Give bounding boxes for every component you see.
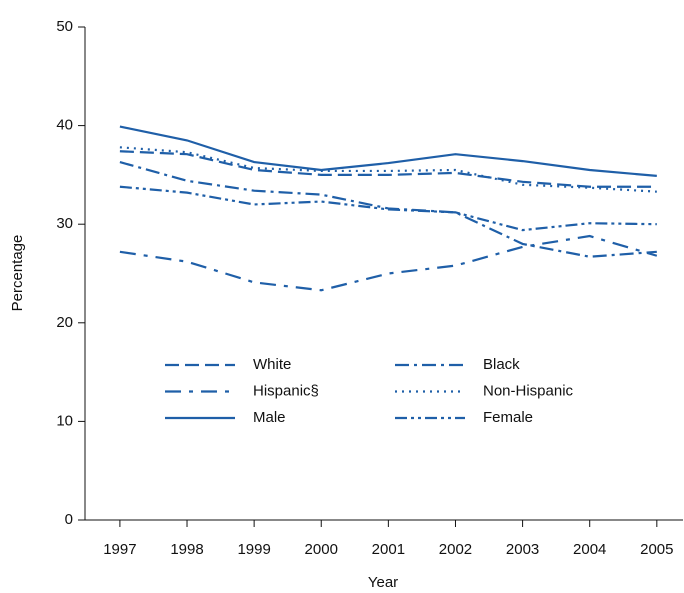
x-tick-label: 2005 [640,541,673,558]
series-line [119,185,657,232]
x-tick-label: 1998 [170,541,203,558]
x-tick-label: 1999 [237,541,270,558]
x-tick-label: 2001 [372,541,405,558]
x-axis-title: Year [368,574,398,591]
x-tick-label: 1997 [103,541,136,558]
legend-label: Black [483,356,520,373]
series-line [119,150,657,188]
x-tick-label: 2000 [305,541,338,558]
y-tick-label: 0 [65,511,73,528]
series-line [119,146,657,193]
y-tick-label: 30 [56,215,73,232]
y-axis-title: Percentage [9,235,26,312]
x-tick-label: 2004 [573,541,606,558]
x-tick-label: 2003 [506,541,539,558]
y-tick-label: 20 [56,314,73,331]
legend-label: White [253,356,291,373]
legend-label: Male [253,409,286,426]
x-tick-label: 2002 [439,541,472,558]
legend-label: Non-Hispanic [483,382,574,399]
series-line [119,234,658,292]
legend-label: Hispanic§ [253,382,319,399]
y-tick-label: 40 [56,117,73,134]
y-tick-label: 10 [56,412,73,429]
series-line [119,125,657,177]
legend-label: Female [483,409,533,426]
y-tick-label: 50 [56,18,73,35]
